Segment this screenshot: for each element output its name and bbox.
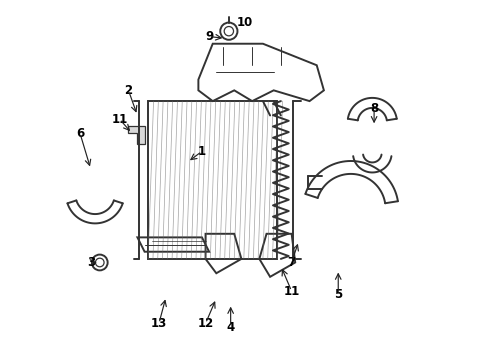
Text: 11: 11 (284, 285, 300, 298)
Text: 3: 3 (87, 256, 95, 269)
Text: 5: 5 (334, 288, 343, 301)
Text: 13: 13 (151, 317, 167, 330)
Text: 11: 11 (111, 113, 127, 126)
Text: 2: 2 (124, 84, 132, 97)
Polygon shape (128, 126, 145, 144)
Text: 6: 6 (76, 127, 84, 140)
Text: 10: 10 (237, 16, 253, 29)
Text: 1: 1 (198, 145, 206, 158)
Text: 8: 8 (370, 102, 378, 115)
Bar (148, 101, 277, 259)
Text: 9: 9 (205, 30, 213, 43)
Text: 12: 12 (197, 317, 214, 330)
Text: 7: 7 (288, 256, 295, 269)
Text: 4: 4 (226, 320, 235, 333)
